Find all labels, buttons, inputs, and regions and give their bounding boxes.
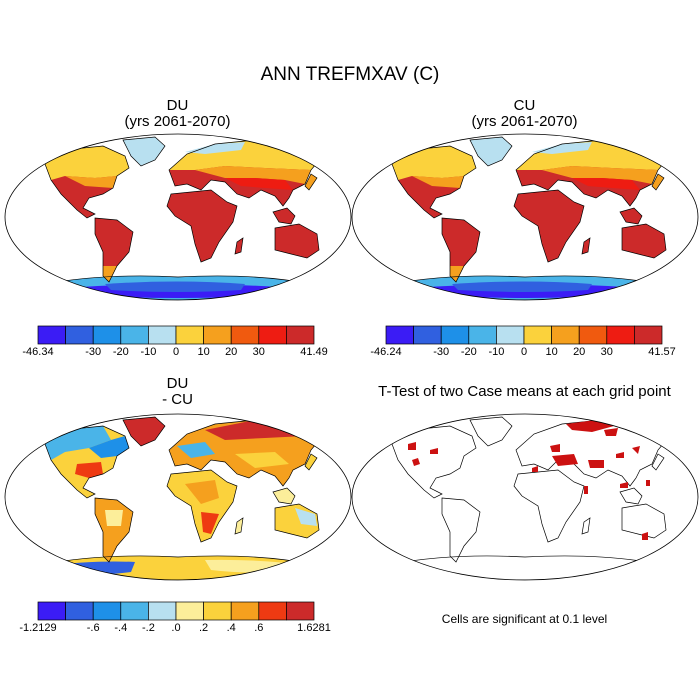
colorbar-diff-box-9 xyxy=(286,601,315,621)
panel-du-title-line2: (yrs 2061-2070) xyxy=(124,113,231,130)
map-diff xyxy=(4,413,352,581)
colorbar-du-box-4 xyxy=(148,325,177,345)
colorbar-diff-label: -.4 xyxy=(114,622,128,634)
panel-title-ttest: T-Test of two Case means at each grid po… xyxy=(378,383,671,400)
colorbar-diff-label: -1.2129 xyxy=(19,622,57,634)
colorbar-cu-label: 41.57 xyxy=(648,346,676,358)
colorbar-diff-label: .4 xyxy=(226,622,236,634)
colorbar-diff-label: .0 xyxy=(171,622,181,634)
colorbar-du-box-6 xyxy=(203,325,232,345)
panel-cu-title-line2: (yrs 2061-2070) xyxy=(471,113,578,130)
colorbar-diff-label: .2 xyxy=(199,622,209,634)
panel-diff-title-line1: DU xyxy=(166,375,189,392)
colorbar-diff-label: -.2 xyxy=(141,622,155,634)
colorbar-du-label: -30 xyxy=(85,346,102,358)
colorbar-du-label: 0 xyxy=(172,346,180,358)
colorbar-cu-box-3 xyxy=(468,325,497,345)
colorbar-cu-label: -20 xyxy=(460,346,477,358)
panel-title-du: DU (yrs 2061-2070) xyxy=(60,98,295,130)
colorbar-du-box-5 xyxy=(175,325,204,345)
colorbar-cu-box-6 xyxy=(551,325,580,345)
colorbar-diff-box-3 xyxy=(120,601,149,621)
colorbar-cu-box-1 xyxy=(413,325,442,345)
colorbar-diff-labels: -1.2129 -.6 -.4 -.2 .0 .2 .4 .6 1.6281 xyxy=(0,622,700,638)
colorbar-du-label: 10 xyxy=(197,346,210,358)
colorbar-cu-label: 30 xyxy=(600,346,613,358)
colorbar-du-box-8 xyxy=(258,325,287,345)
colorbar-diff xyxy=(37,601,315,621)
colorbar-du-label: 20 xyxy=(225,346,238,358)
colorbar-diff-box-5 xyxy=(175,601,204,621)
colorbar-cu-label: 0 xyxy=(520,346,528,358)
colorbar-cu-label: -30 xyxy=(433,346,450,358)
colorbar-du-box-1 xyxy=(65,325,94,345)
colorbar-diff-box-2 xyxy=(92,601,122,621)
colorbar-du-box-7 xyxy=(230,325,260,345)
panel-title-diff: DU - CU xyxy=(60,376,295,408)
colorbar-diff-label: -.6 xyxy=(86,622,100,634)
colorbar-cu-box-4 xyxy=(496,325,525,345)
colorbar-cu-label: 20 xyxy=(573,346,586,358)
colorbar-cu-box-5 xyxy=(523,325,552,345)
colorbar-cu-label: -10 xyxy=(488,346,505,358)
colorbar-du-label: 41.49 xyxy=(300,346,328,358)
colorbar-diff-box-1 xyxy=(65,601,94,621)
significance-note: Cells are significant at 0.1 level xyxy=(441,612,608,626)
map-du xyxy=(4,133,352,301)
colorbar-diff-box-7 xyxy=(230,601,260,621)
colorbar-cu-label: 10 xyxy=(545,346,558,358)
colorbar-du-box-9 xyxy=(286,325,315,345)
colorbar-diff-box-8 xyxy=(258,601,287,621)
panel-diff-title-line2: - CU xyxy=(162,391,193,408)
colorbar-cu-label: -46.24 xyxy=(370,346,402,358)
colorbar-du-box-2 xyxy=(92,325,122,345)
colorbar-cu-box-8 xyxy=(606,325,635,345)
map-ttest xyxy=(351,413,699,581)
colorbar-diff-box-0 xyxy=(37,601,66,621)
colorbar-cu xyxy=(385,325,663,345)
map-cu xyxy=(351,133,699,301)
significant-cells xyxy=(408,420,650,540)
colorbar-diff-label: .6 xyxy=(254,622,264,634)
colorbar-du-label: -20 xyxy=(112,346,129,358)
colorbar-du-box-0 xyxy=(37,325,66,345)
colorbar-cu-labels: -46.24 -30 -20 -10 0 10 20 30 41.57 xyxy=(0,346,700,362)
colorbar-du-label: -10 xyxy=(140,346,157,358)
colorbar-cu-box-9 xyxy=(634,325,663,345)
colorbar-du-labels: -46.34 -30 -20 -10 0 10 20 30 41.49 xyxy=(0,346,700,362)
colorbar-diff-label: 1.6281 xyxy=(297,622,331,634)
panel-cu-title-line1: CU xyxy=(513,97,536,114)
colorbar-cu-box-0 xyxy=(385,325,414,345)
colorbar-diff-box-4 xyxy=(148,601,177,621)
colorbar-du-box-3 xyxy=(120,325,149,345)
colorbar-du-label: -46.34 xyxy=(22,346,54,358)
colorbar-cu-box-7 xyxy=(578,325,608,345)
colorbar-cu-box-2 xyxy=(440,325,470,345)
panel-title-cu: CU (yrs 2061-2070) xyxy=(407,98,642,130)
colorbar-diff-box-6 xyxy=(203,601,232,621)
colorbar-du-label: 30 xyxy=(252,346,265,358)
panel-du-title-line1: DU xyxy=(166,97,189,114)
colorbar-du xyxy=(37,325,315,345)
main-title: ANN TREFMXAV (C) xyxy=(260,64,440,85)
